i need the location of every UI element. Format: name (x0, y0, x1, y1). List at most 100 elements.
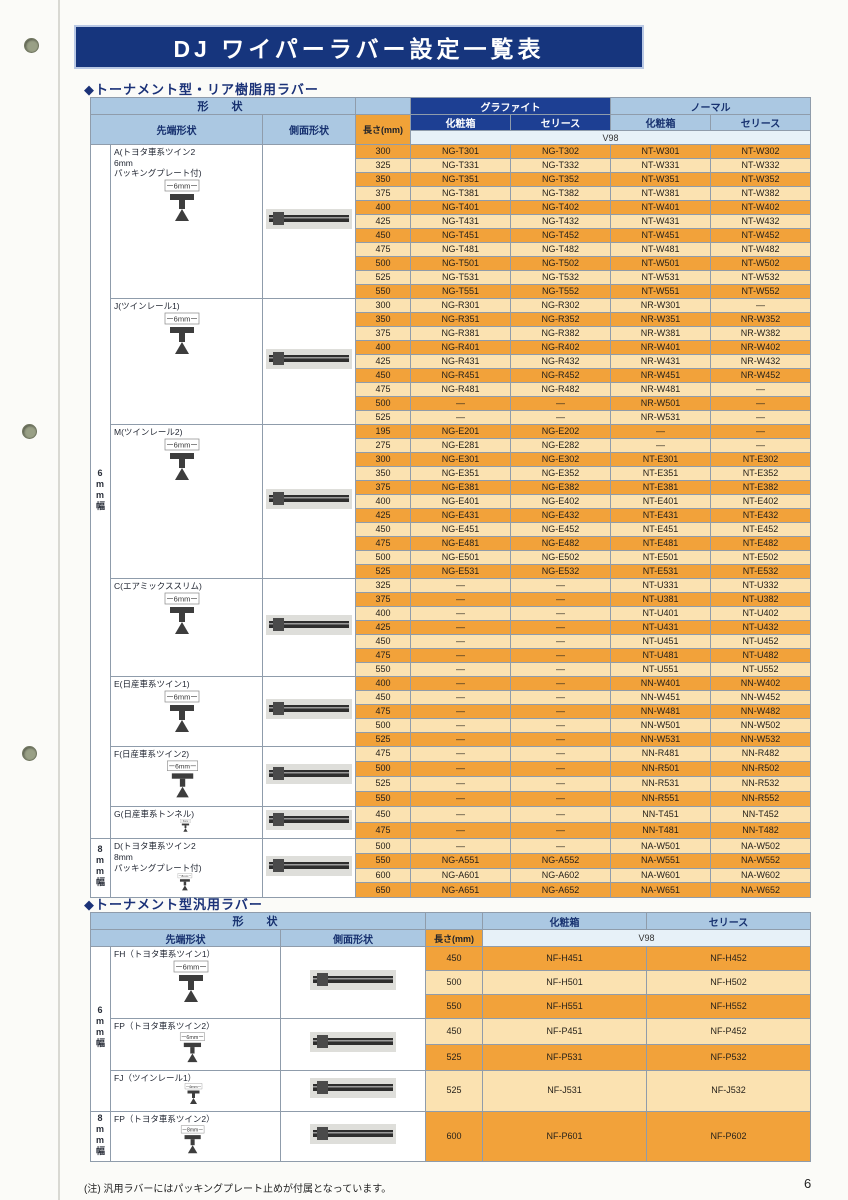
code-cell: — (410, 790, 512, 807)
length-cell: 300 (355, 144, 412, 159)
code-cell: NF-P532 (646, 1043, 812, 1071)
length-cell: 400 (355, 340, 412, 355)
code-cell: — (510, 606, 612, 621)
svg-text:6mm: 6mm (182, 821, 187, 823)
side-shape-header: 側面形状 (279, 929, 427, 947)
tip-shape-drawing: 6mm (164, 690, 199, 732)
side-shape-cell (279, 1018, 427, 1071)
code-cell: NT-U452 (710, 634, 812, 649)
code-cell: NG-T401 (410, 200, 512, 215)
group-label: FP（トヨタ車系ツイン2） (114, 1114, 215, 1125)
length-cell: 195 (355, 424, 412, 439)
length-cell: 525 (355, 564, 412, 579)
code-cell: NG-E402 (510, 494, 612, 509)
code-cell: NG-T482 (510, 242, 612, 257)
length-cell: 450 (425, 1018, 484, 1045)
code-cell: NR-W432 (710, 354, 812, 369)
code-cell: NT-W531 (610, 270, 712, 285)
code-cell: NG-A602 (510, 867, 612, 884)
code-cell: — (610, 438, 712, 453)
length-cell: 525 (355, 270, 412, 285)
code-cell: NF-J532 (646, 1069, 812, 1113)
code-cell: NF-P602 (646, 1111, 812, 1162)
series-header: セリース (646, 912, 812, 930)
code-cell: NN-R532 (710, 775, 812, 792)
rubber-profile-shape (169, 606, 194, 634)
side-shape-drawing (266, 615, 352, 635)
side-shape-cell (261, 578, 357, 677)
table-row: FJ（ツインレール1） 6mm 525 NF-J531 NF-J532 (91, 1069, 812, 1113)
length-cell: 500 (355, 550, 412, 565)
code-cell: — (410, 634, 512, 649)
length-cell: 475 (355, 242, 412, 257)
group-label: G(日産車系トンネル) (114, 808, 195, 819)
code-cell: — (510, 838, 612, 854)
code-cell: NG-E431 (410, 508, 512, 523)
general-rubber-table: 形 状 化粧箱 セリース 先端形状 側面形状 長さ(mm) V98 6mm幅 FH… (89, 912, 812, 1162)
tip-shape-cell: FP（トヨタ車系ツイン2） 8mm (110, 1111, 281, 1162)
code-cell: NT-E452 (710, 522, 812, 537)
tip-shape-drawing: 6mm (164, 179, 199, 221)
v98-row-header: V98 (482, 929, 812, 947)
length-cell: 350 (355, 172, 412, 187)
code-cell: NG-A652 (510, 882, 612, 899)
code-cell: NG-R482 (510, 382, 612, 397)
svg-text:6mm: 6mm (173, 692, 190, 701)
table-row: 525 NG-E531 NG-E532 NT-E531 NT-E532 (91, 564, 812, 579)
graphite-box-header: 化粧箱 (410, 114, 512, 131)
code-cell: NG-T302 (510, 144, 612, 159)
code-cell: — (510, 690, 612, 705)
code-cell: NF-H502 (646, 970, 812, 995)
code-cell: NT-E351 (610, 466, 712, 481)
code-cell: NN-R482 (710, 746, 812, 762)
code-cell: NG-T402 (510, 200, 612, 215)
code-cell: — (410, 718, 512, 733)
table-row: F(日産車系ツイン2) 6mm 475— — NN-R481 NN-R482 (91, 746, 812, 807)
code-cell: NT-W352 (710, 172, 812, 187)
code-cell: NF-P601 (482, 1111, 648, 1162)
length-cell: 475 (355, 821, 412, 840)
code-cell: NN-T451 (610, 805, 712, 823)
code-cell: NG-R351 (410, 312, 512, 327)
svg-text:6mm: 6mm (173, 440, 190, 449)
tip-shape-cell: FJ（ツインレール1） 6mm (110, 1069, 281, 1113)
tip-shape-cell: D(トヨタ車系ツイン2 8mm パッキングプレート付) 8mm (110, 838, 263, 899)
code-cell: NG-E301 (410, 452, 512, 467)
length-cell: 525 (355, 410, 412, 425)
code-cell: NT-E501 (610, 550, 712, 565)
svg-text:6mm: 6mm (173, 314, 190, 323)
table-row: 350 NG-T351 NG-T352 NT-W351 NT-W352 (91, 172, 812, 187)
width-band-cell: 8mm幅 (90, 838, 111, 899)
code-cell: NG-E282 (510, 438, 612, 453)
tip-shape-cell: M(ツインレール2) 6mm (110, 424, 263, 579)
code-cell: — (510, 732, 612, 747)
length-cell: 525 (425, 1043, 484, 1071)
code-cell: NG-E281 (410, 438, 512, 453)
code-cell: NN-W532 (710, 732, 812, 747)
code-cell: — (510, 410, 612, 425)
code-cell: — (510, 648, 612, 663)
length-cell: 375 (355, 186, 412, 201)
rubber-profile-shape (179, 879, 190, 891)
resin-table-body: 6mm幅 A(トヨタ車系ツイン2 6mm パッキングプレート付) 6mm 300 NG-… (90, 143, 812, 899)
table-row: 550 NG-A551 NG-A552 NA-W551 NA-W552 (91, 852, 812, 869)
code-cell: NG-E452 (510, 522, 612, 537)
code-cell: NG-R431 (410, 354, 512, 369)
code-cell: NG-E531 (410, 564, 512, 579)
length-cell: 500 (355, 760, 412, 777)
normal-header: ノーマル (610, 97, 812, 115)
code-cell: NN-W502 (710, 718, 812, 733)
code-cell: NG-E381 (410, 480, 512, 495)
code-cell: NG-E351 (410, 466, 512, 481)
length-cell: 450 (355, 805, 412, 823)
length-header: 長さ(mm) (425, 929, 484, 947)
code-cell: NA-W601 (610, 867, 712, 884)
group-label: E(日産車系ツイン1) (114, 679, 190, 689)
length-cell: 425 (355, 214, 412, 229)
code-cell: NG-E501 (410, 550, 512, 565)
table-row: 375 NG-T381 NG-T382 NT-W381 NT-W382 (91, 186, 812, 201)
rubber-profile-shape (187, 1090, 199, 1105)
code-cell: — (410, 704, 512, 719)
code-cell: NT-U401 (610, 606, 712, 621)
code-cell: NG-T481 (410, 242, 512, 257)
